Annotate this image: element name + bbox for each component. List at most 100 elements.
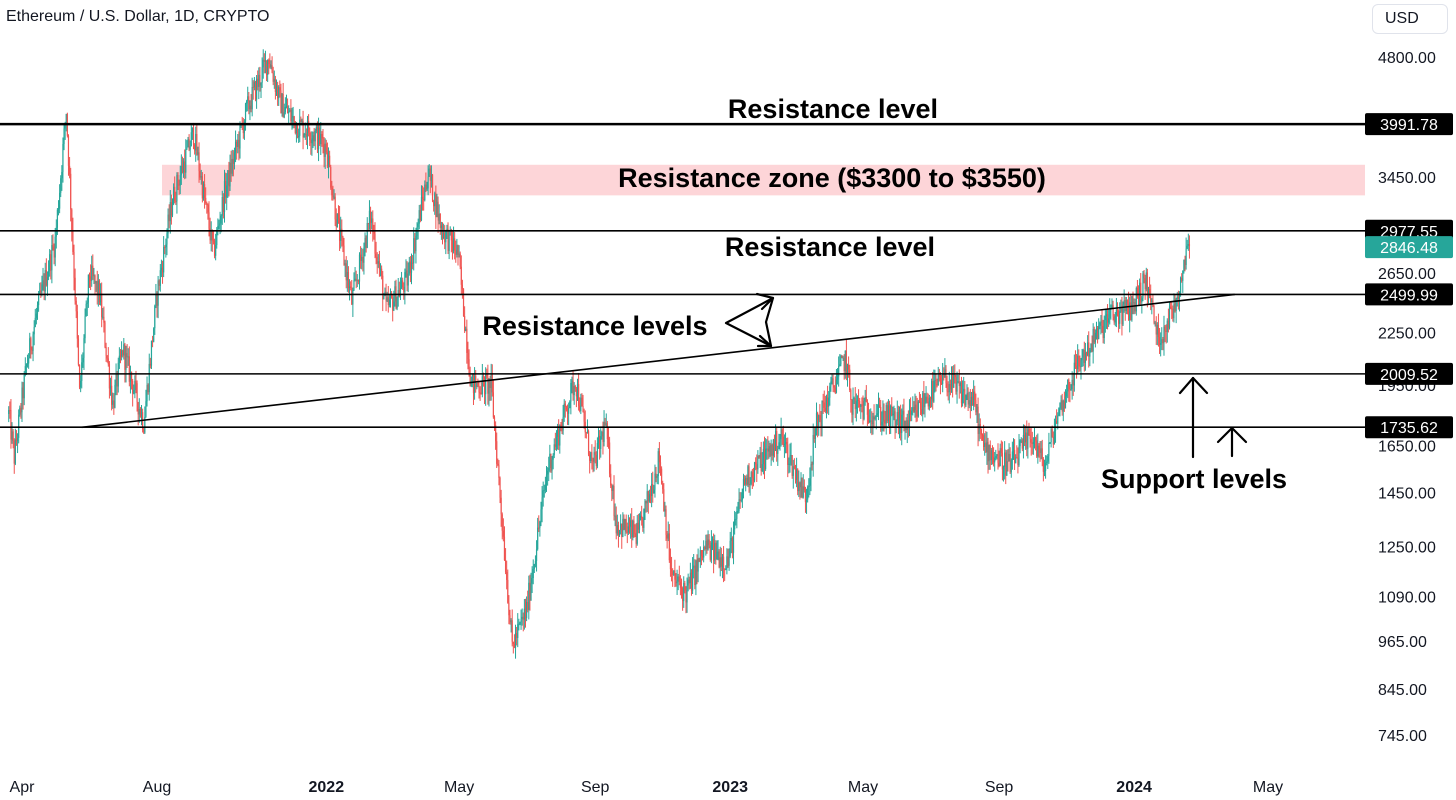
candle-body bbox=[749, 483, 751, 486]
x-axis[interactable]: Apr Aug 2022 May Sep 2023 May Sep 2024 May bbox=[10, 779, 1284, 796]
candle bbox=[726, 548, 728, 575]
candle bbox=[164, 245, 166, 255]
candle bbox=[854, 387, 856, 419]
candle-body bbox=[678, 576, 680, 582]
candle-body bbox=[274, 79, 277, 92]
candle bbox=[687, 573, 689, 592]
candle-body bbox=[1119, 311, 1121, 324]
candle-body bbox=[983, 435, 985, 447]
candle bbox=[758, 454, 760, 459]
candle bbox=[1013, 439, 1016, 471]
candle bbox=[616, 514, 618, 536]
annotation-resistance-zone: Resistance zone ($3300 to $3550) bbox=[618, 163, 1046, 193]
candle bbox=[1005, 449, 1007, 485]
candle bbox=[625, 514, 627, 534]
candle bbox=[426, 181, 428, 191]
candle bbox=[820, 411, 822, 437]
candle bbox=[114, 379, 116, 409]
candle-body bbox=[278, 87, 280, 99]
candle-body bbox=[338, 218, 341, 241]
candle bbox=[570, 379, 572, 415]
candle bbox=[53, 243, 55, 265]
candle-body bbox=[99, 293, 102, 303]
candle bbox=[1064, 389, 1067, 409]
candle-body bbox=[471, 373, 473, 382]
candle bbox=[682, 586, 684, 611]
candle bbox=[455, 240, 457, 263]
candle-body bbox=[934, 379, 936, 381]
candle bbox=[593, 446, 595, 472]
candle-body bbox=[253, 81, 255, 88]
candle bbox=[656, 474, 658, 485]
candle-body bbox=[1094, 332, 1096, 343]
candle-body bbox=[607, 439, 610, 443]
candle bbox=[700, 549, 703, 566]
candle bbox=[1163, 315, 1165, 356]
candle-body bbox=[599, 435, 601, 449]
candle bbox=[789, 443, 791, 473]
candle bbox=[356, 274, 358, 288]
candle-body bbox=[903, 410, 905, 429]
candle bbox=[369, 206, 372, 234]
candle-body bbox=[351, 288, 353, 305]
candle bbox=[291, 107, 293, 130]
candle bbox=[1118, 309, 1120, 333]
candle-body bbox=[921, 409, 923, 415]
candle bbox=[841, 355, 843, 359]
candle bbox=[659, 455, 662, 476]
candle-body bbox=[867, 414, 870, 423]
candle-body bbox=[289, 109, 291, 112]
candle-body bbox=[524, 608, 527, 619]
candle-body bbox=[270, 65, 272, 68]
candle-body bbox=[229, 162, 231, 187]
candle-body bbox=[1100, 321, 1102, 323]
candle-body bbox=[296, 124, 299, 138]
candle-body bbox=[976, 406, 978, 413]
candle-body bbox=[64, 123, 66, 129]
candle bbox=[665, 505, 667, 541]
candle bbox=[651, 472, 653, 508]
candle bbox=[275, 79, 278, 96]
y-axis[interactable]: 4800.003450.002650.002250.001950.001650.… bbox=[1378, 50, 1436, 745]
candle-body bbox=[590, 452, 592, 461]
candle bbox=[751, 468, 753, 489]
candle-body bbox=[71, 209, 73, 231]
candle bbox=[957, 374, 959, 384]
candle-body bbox=[205, 197, 207, 203]
candle bbox=[739, 492, 741, 509]
candle bbox=[783, 434, 786, 458]
candle bbox=[706, 534, 708, 554]
candle bbox=[859, 397, 861, 412]
candle bbox=[211, 229, 213, 252]
candle bbox=[272, 66, 274, 86]
candle-body bbox=[694, 565, 696, 586]
candle-body bbox=[571, 380, 573, 383]
candle-body bbox=[47, 271, 50, 278]
candle bbox=[1155, 316, 1157, 345]
candle bbox=[397, 278, 399, 307]
currency-selector[interactable]: USD bbox=[1372, 4, 1448, 34]
candle-body bbox=[199, 171, 201, 178]
candle bbox=[487, 364, 489, 405]
y-tick-label: 965.00 bbox=[1378, 634, 1427, 651]
candle-body bbox=[327, 155, 330, 167]
candle-body bbox=[311, 138, 313, 144]
candle bbox=[1162, 336, 1164, 351]
candle-body bbox=[676, 581, 678, 584]
candle bbox=[984, 433, 986, 456]
candle-body bbox=[28, 358, 30, 364]
candle-body bbox=[798, 482, 800, 492]
candle-body bbox=[633, 520, 635, 534]
candle bbox=[950, 366, 953, 393]
candle bbox=[227, 170, 229, 198]
candle bbox=[559, 424, 561, 454]
candle bbox=[1168, 302, 1171, 330]
level-price-labels: 3991.782977.552499.992009.521735.622846.… bbox=[1365, 113, 1453, 439]
candle-body bbox=[618, 529, 621, 536]
candle-body bbox=[65, 113, 67, 124]
candle-body bbox=[647, 491, 649, 502]
candle-body bbox=[580, 397, 582, 411]
candle-body bbox=[288, 111, 290, 114]
candle bbox=[174, 176, 176, 204]
